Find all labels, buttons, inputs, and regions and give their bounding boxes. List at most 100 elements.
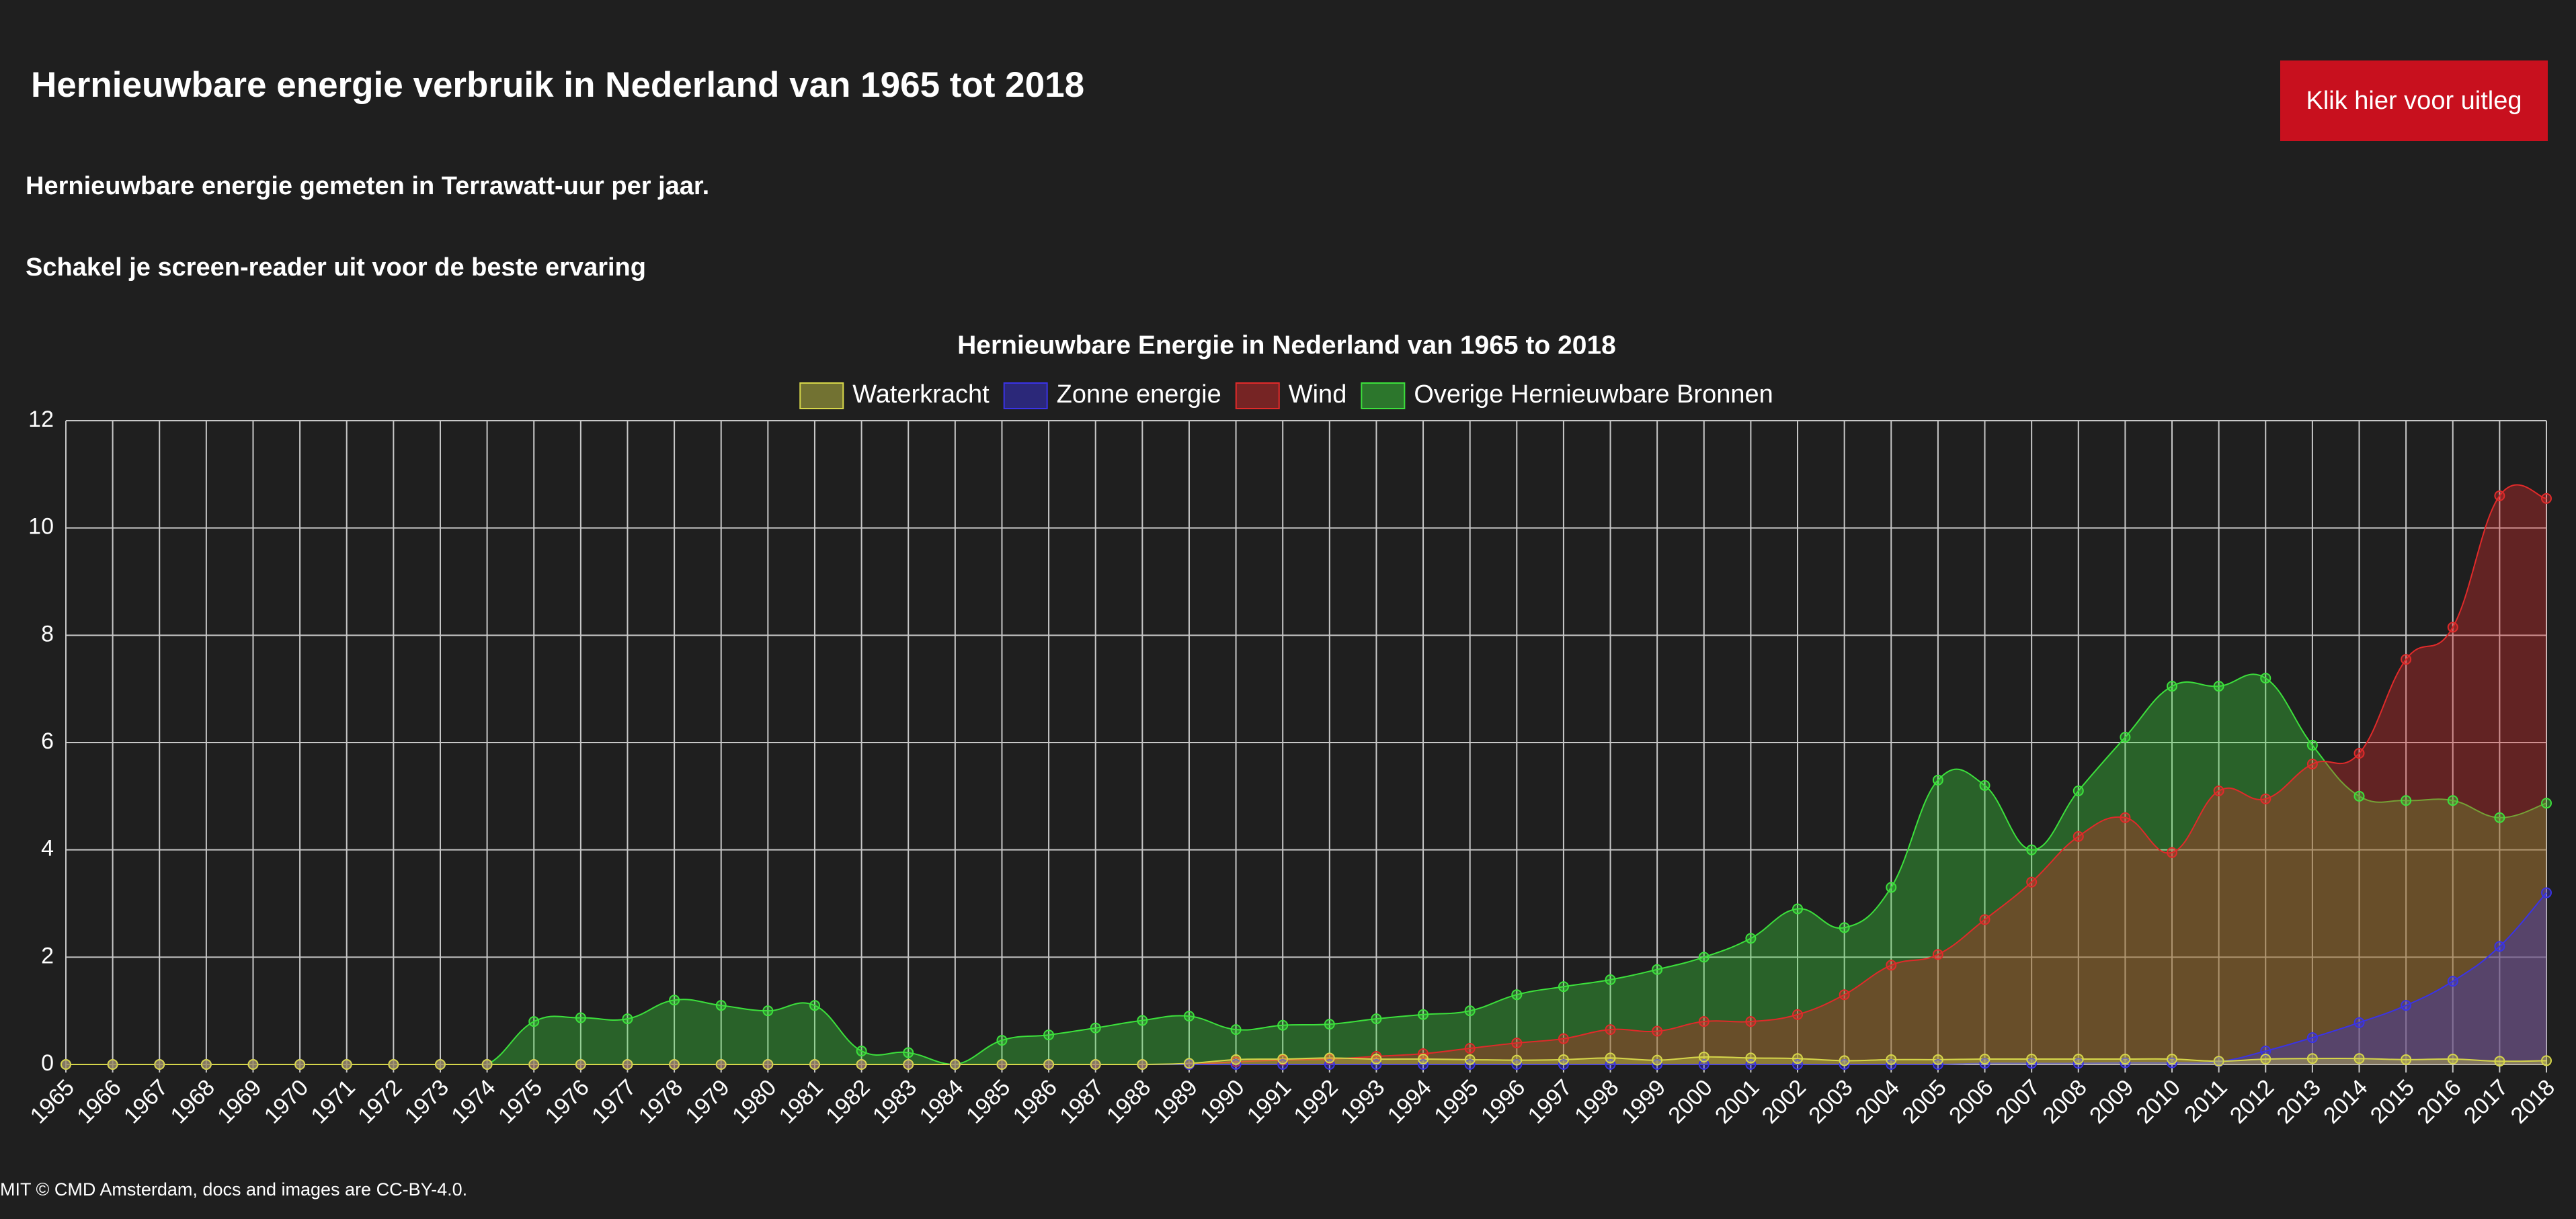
x-tick-label: 1969	[212, 1075, 266, 1128]
button-background[interactable]	[2280, 60, 2548, 141]
x-tick-label: 2001	[1710, 1075, 1764, 1128]
point	[2541, 493, 2552, 504]
point	[1839, 989, 1850, 1001]
point	[1418, 1054, 1429, 1065]
x-tick-label: 1988	[1102, 1075, 1156, 1128]
x-tick-label: 1983	[868, 1075, 922, 1128]
point	[2260, 1054, 2271, 1065]
x-tick-label: 1970	[259, 1075, 313, 1128]
line	[65, 673, 2547, 1066]
point	[1932, 774, 1943, 786]
point	[1558, 981, 1569, 993]
point	[2447, 622, 2458, 633]
x-tick-label: 1968	[166, 1075, 220, 1128]
points	[61, 490, 2552, 1070]
legend-item: Waterkracht	[799, 380, 990, 409]
point	[996, 1059, 1008, 1070]
x-tick-label: 1965	[26, 1075, 79, 1128]
point	[2401, 795, 2412, 806]
x-tick-label: 1971	[306, 1075, 360, 1128]
legend-item: Zonne energie	[1003, 380, 1221, 409]
point	[1792, 1009, 1804, 1020]
point	[1886, 960, 1897, 971]
point	[2447, 976, 2458, 987]
point	[1371, 1051, 1382, 1062]
point	[1698, 952, 1709, 963]
point	[2260, 793, 2271, 804]
y-tick-label: 6	[41, 728, 54, 754]
button-label[interactable]: Klik hier voor uitleg	[2306, 87, 2522, 115]
point	[1886, 882, 1897, 893]
point	[2353, 1053, 2365, 1064]
point	[2447, 795, 2458, 806]
x-tick-label: 2015	[2366, 1075, 2419, 1128]
point	[1652, 964, 1663, 975]
chart-title: Hernieuwbare Energie in Nederland van 19…	[957, 331, 1616, 360]
point	[2306, 758, 2318, 769]
point	[1464, 1054, 1476, 1065]
point	[2120, 1057, 2131, 1068]
point	[2306, 1032, 2318, 1044]
x-tick-label: 1979	[680, 1075, 734, 1128]
area	[66, 485, 2546, 1064]
explain-button[interactable]: Klik hier voor uitleg	[2280, 60, 2548, 141]
point	[2120, 1054, 2131, 1065]
point	[1183, 1058, 1195, 1069]
x-tick-label: 2014	[2319, 1075, 2372, 1128]
point	[2213, 1056, 2224, 1067]
areas	[65, 484, 2547, 1066]
x-tick-label: 2016	[2412, 1075, 2466, 1128]
point	[1698, 1016, 1709, 1027]
point	[2026, 876, 2038, 888]
point	[1137, 1059, 1148, 1070]
point	[341, 1059, 352, 1070]
x-tick-label: 2002	[1757, 1075, 1811, 1128]
x-tick-label: 1981	[774, 1075, 828, 1128]
point	[1745, 1052, 1757, 1064]
point	[2541, 887, 2552, 898]
legend-swatch	[1003, 382, 1048, 409]
legend-swatch	[1361, 382, 1406, 409]
point	[2167, 1054, 2178, 1065]
point	[1183, 1011, 1195, 1022]
point	[1698, 1051, 1709, 1062]
point	[2494, 1056, 2505, 1067]
legend-label: Overige Hernieuwbare Bronnen	[1414, 380, 1773, 409]
point	[2260, 1046, 2271, 1057]
x-tick-label: 1992	[1289, 1075, 1342, 1128]
point	[1043, 1029, 1055, 1041]
point	[856, 1059, 867, 1070]
point	[2120, 732, 2131, 743]
point	[1137, 1015, 1148, 1026]
x-tick-label: 1982	[821, 1075, 875, 1128]
y-tick-label: 8	[41, 621, 54, 646]
point	[388, 1059, 399, 1070]
point	[1511, 1038, 1523, 1049]
y-tick-label: 0	[41, 1050, 54, 1076]
point	[1792, 903, 1804, 915]
point	[856, 1046, 867, 1057]
point	[809, 1000, 820, 1011]
x-tick-label: 2008	[2038, 1075, 2091, 1128]
point	[762, 1005, 774, 1017]
point	[1418, 1009, 1429, 1020]
legend-item: Wind	[1235, 380, 1346, 409]
x-tick-label: 2004	[1851, 1075, 1904, 1128]
point	[1932, 949, 1943, 960]
y-tick-label: 4	[41, 836, 54, 861]
point	[996, 1035, 1008, 1046]
point	[2494, 812, 2505, 823]
point	[107, 1059, 118, 1070]
x-tick-label: 2003	[1804, 1075, 1857, 1128]
x-tick-label: 1997	[1523, 1075, 1577, 1128]
point	[1511, 989, 1523, 1001]
point	[575, 1059, 586, 1070]
x-tick-label: 1972	[353, 1075, 407, 1128]
point	[1792, 1053, 1804, 1064]
point	[2494, 941, 2505, 952]
point	[1839, 1059, 1850, 1070]
x-tick-label: 2012	[2225, 1075, 2279, 1128]
point	[1464, 1005, 1476, 1017]
x-tick-label: 2018	[2506, 1075, 2560, 1128]
point	[809, 1059, 820, 1070]
